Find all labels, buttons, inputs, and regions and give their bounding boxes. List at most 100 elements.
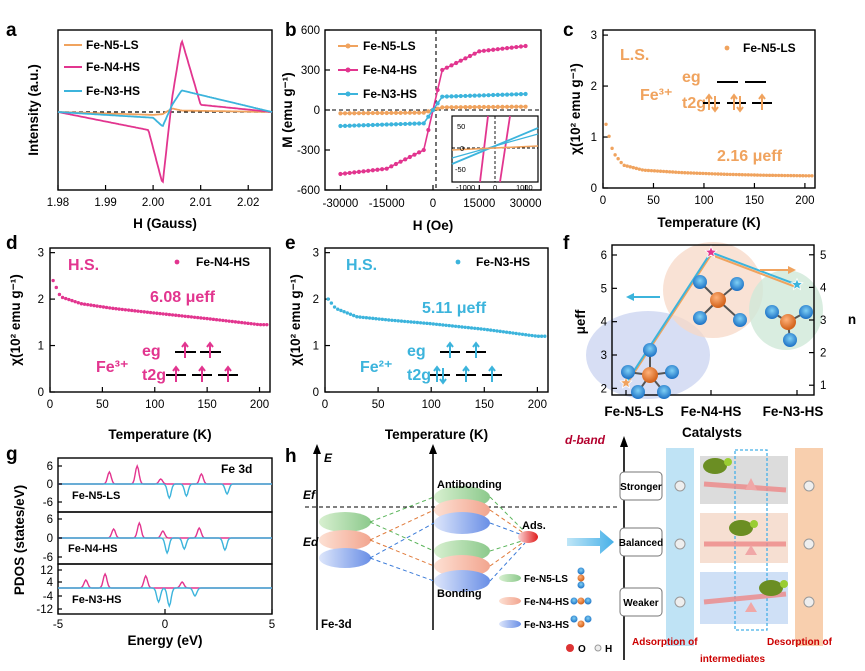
- panel-c-point: [628, 165, 632, 169]
- panel-d-point: [164, 312, 168, 316]
- panel-e-point: [431, 322, 436, 326]
- panel-b-point: [379, 167, 385, 172]
- panel-b-legend-ls: Fe-N5-LS: [363, 39, 416, 53]
- panel-b-point: [435, 87, 440, 93]
- panel-b-point: [518, 92, 524, 97]
- panel-c-ueff: 2.16 μeff: [717, 148, 783, 165]
- panel-e-ueff: 5.11 μeff: [422, 300, 487, 317]
- panel-e-point: [345, 311, 349, 315]
- panel-a-xtick-label: 1.98: [47, 197, 69, 209]
- panel-e-point: [536, 334, 541, 338]
- panel-c-point: [728, 172, 732, 177]
- panel-a-xtick-label: 2.02: [237, 197, 259, 209]
- panel-e-legend: Fe-N3-HS: [476, 255, 530, 269]
- panel-c-point: [704, 171, 708, 176]
- panel-c-point: [770, 173, 775, 178]
- panel-b-point: [463, 93, 468, 99]
- panel-c-ytick-label: 0: [591, 183, 597, 195]
- panel-g-ytick-label: -6: [43, 552, 53, 564]
- panel-e-point: [329, 301, 334, 305]
- panel-d-point: [236, 320, 241, 324]
- panel-b-point: [509, 104, 514, 109]
- panel-c-point: [786, 173, 790, 178]
- panel-f-xlabel: Catalysts: [682, 425, 742, 440]
- panel-e-point: [501, 330, 506, 334]
- panel-b-point: [477, 49, 482, 54]
- panel-b-point: [477, 93, 482, 98]
- panel-b-point: [366, 168, 371, 173]
- panel-d-point: [177, 313, 181, 318]
- panel-b-point: [417, 121, 422, 126]
- panel-b-point: [421, 121, 426, 126]
- panel-d-point: [101, 305, 106, 309]
- panel-c-point: [677, 170, 681, 175]
- panel-b-point: [449, 105, 454, 110]
- panel-b-point: [338, 111, 343, 116]
- panel-e-point: [390, 318, 394, 322]
- panel-b-point: [375, 167, 380, 172]
- panel-c-point: [701, 171, 705, 176]
- panel-e-point: [504, 330, 509, 334]
- panel-b-point: [403, 157, 408, 162]
- panel-f-ytick-left-label: 4: [601, 317, 608, 329]
- panel-f-ytick-left-label: 6: [601, 250, 607, 262]
- panel-b-point: [486, 48, 491, 53]
- panel-e-ytick-label: 0: [313, 387, 319, 399]
- panel-b-point: [491, 47, 496, 52]
- panel-d-point: [262, 322, 266, 327]
- panel-b-point: [467, 53, 473, 59]
- panel-e-point: [336, 307, 340, 311]
- panel-c-point: [689, 171, 693, 175]
- panel-e-point: [358, 315, 362, 319]
- panel-e-point: [473, 326, 477, 330]
- panel-b-point: [426, 114, 431, 119]
- panel-d-point: [126, 308, 131, 312]
- panel-d-point: [64, 296, 68, 301]
- panel-e-point: [434, 322, 439, 326]
- panel-c-point: [752, 173, 757, 177]
- panel-g-xlabel: Energy (eV): [127, 633, 202, 648]
- panel-b-point: [472, 51, 477, 56]
- panel-c-point: [683, 171, 687, 175]
- panel-h-legend: Fe-N5-LS Fe-N4-HS Fe-N3-HS O H: [499, 567, 612, 655]
- panel-c-point: [707, 171, 711, 176]
- panel-d-label: d: [6, 233, 18, 254]
- panel-e-ytick-label: 3: [313, 248, 319, 260]
- panel-c-point: [731, 172, 735, 177]
- panel-d-point: [54, 285, 58, 290]
- panel-b-point: [361, 123, 366, 128]
- panel-b-point: [338, 123, 343, 129]
- panel-f-point-0: [619, 375, 633, 389]
- panel-d-point: [104, 305, 109, 310]
- panel-b-point: [449, 94, 454, 99]
- panel-d-point: [161, 312, 165, 316]
- panel-f-ytick-left-label: 2: [601, 383, 607, 395]
- panel-g-curve-up-1: [58, 521, 272, 539]
- panel-d-ytick-label: 3: [38, 248, 44, 260]
- panel-e-point: [450, 324, 455, 328]
- panel-e-point: [367, 316, 372, 320]
- panel-c-point: [616, 156, 620, 161]
- panel-c-point: [743, 173, 748, 177]
- panel-b-point: [389, 110, 394, 116]
- panel-g-sub-2: Fe-N4-HS: [68, 543, 118, 555]
- panel-c-point: [680, 170, 684, 175]
- panel-g-ytick-label: -12: [36, 604, 53, 616]
- panel-c-point: [655, 169, 660, 173]
- panel-h-atom-h: H: [605, 644, 612, 655]
- panel-b-point: [463, 56, 468, 61]
- panel-b-point: [481, 104, 487, 110]
- panel-b-point: [491, 92, 496, 98]
- panel-c-point: [652, 169, 657, 173]
- panel-b-point: [412, 110, 417, 115]
- panel-b-point: [370, 122, 375, 128]
- panel-d-point: [180, 314, 184, 318]
- panel-d-ueff: 6.08 μeff: [150, 289, 216, 306]
- panel-h-legend-3: Fe-N3-HS: [524, 620, 569, 631]
- panel-c-point: [673, 170, 678, 174]
- panel-b-point: [347, 111, 352, 116]
- panel-b-point: [504, 46, 510, 51]
- panel-a-legend-ls: Fe-N5-LS: [86, 38, 139, 52]
- panel-b-point: [426, 109, 431, 114]
